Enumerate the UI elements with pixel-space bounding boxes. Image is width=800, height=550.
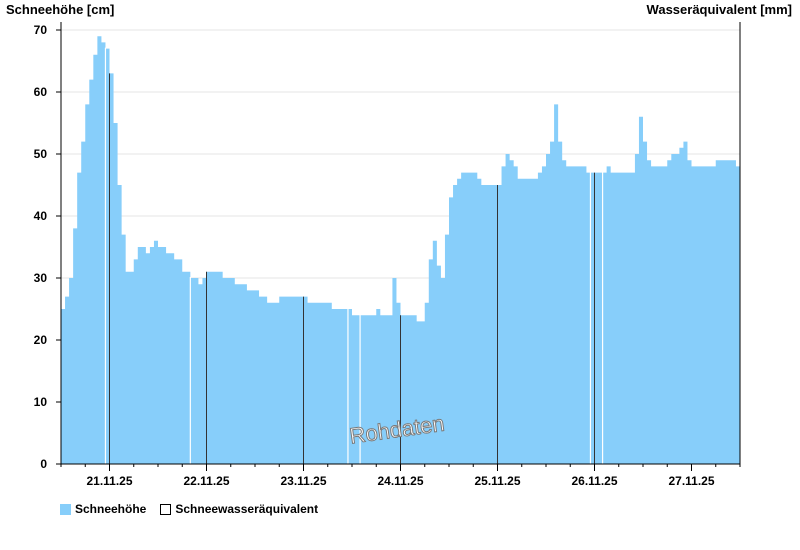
y-axis-title-right: Wasseräquivalent [mm] — [646, 2, 792, 17]
x-tick-label: 26.11.25 — [571, 474, 617, 488]
day-separators — [109, 73, 595, 464]
legend-label-snow-depth: Schneehöhe — [75, 502, 147, 516]
x-ticks: 21.11.25 22.11.25 23.11.25 24.11.25 25.11.25… — [60, 464, 741, 488]
legend: Schneehöhe Schneewasseräquivalent — [60, 502, 332, 516]
y-tick-label: 10 — [34, 395, 48, 409]
x-tick-label: 25.11.25 — [474, 474, 520, 488]
legend-label-swe: Schneewasseräquivalent — [175, 502, 319, 516]
y-tick-label: 30 — [34, 271, 48, 285]
y-tick-label: 0 — [40, 457, 47, 471]
x-tick-label: 21.11.25 — [86, 474, 132, 488]
y-tick-label: 20 — [34, 333, 48, 347]
data-gaps — [104, 47, 604, 464]
y-tick-label: 50 — [34, 147, 48, 161]
x-tick-label: 24.11.25 — [377, 474, 423, 488]
x-tick-label: 23.11.25 — [280, 474, 326, 488]
snow-depth-fill — [61, 36, 740, 464]
x-tick-label: 22.11.25 — [183, 474, 229, 488]
y-axis-title-left: Schneehöhe [cm] — [6, 2, 115, 17]
legend-swatch-snow-depth — [60, 503, 71, 515]
x-tick-label: 27.11.25 — [668, 474, 714, 488]
legend-item-snow-depth: Schneehöhe — [60, 502, 146, 516]
y-ticks: 0 10 20 30 40 50 60 70 — [34, 23, 61, 471]
y-tick-label: 40 — [34, 209, 48, 223]
legend-swatch-swe — [160, 503, 172, 515]
y-tick-label: 60 — [34, 85, 48, 99]
snow-depth-area — [61, 36, 740, 464]
y-tick-label: 70 — [34, 23, 48, 37]
legend-item-swe: Schneewasseräquivalent — [160, 502, 318, 516]
